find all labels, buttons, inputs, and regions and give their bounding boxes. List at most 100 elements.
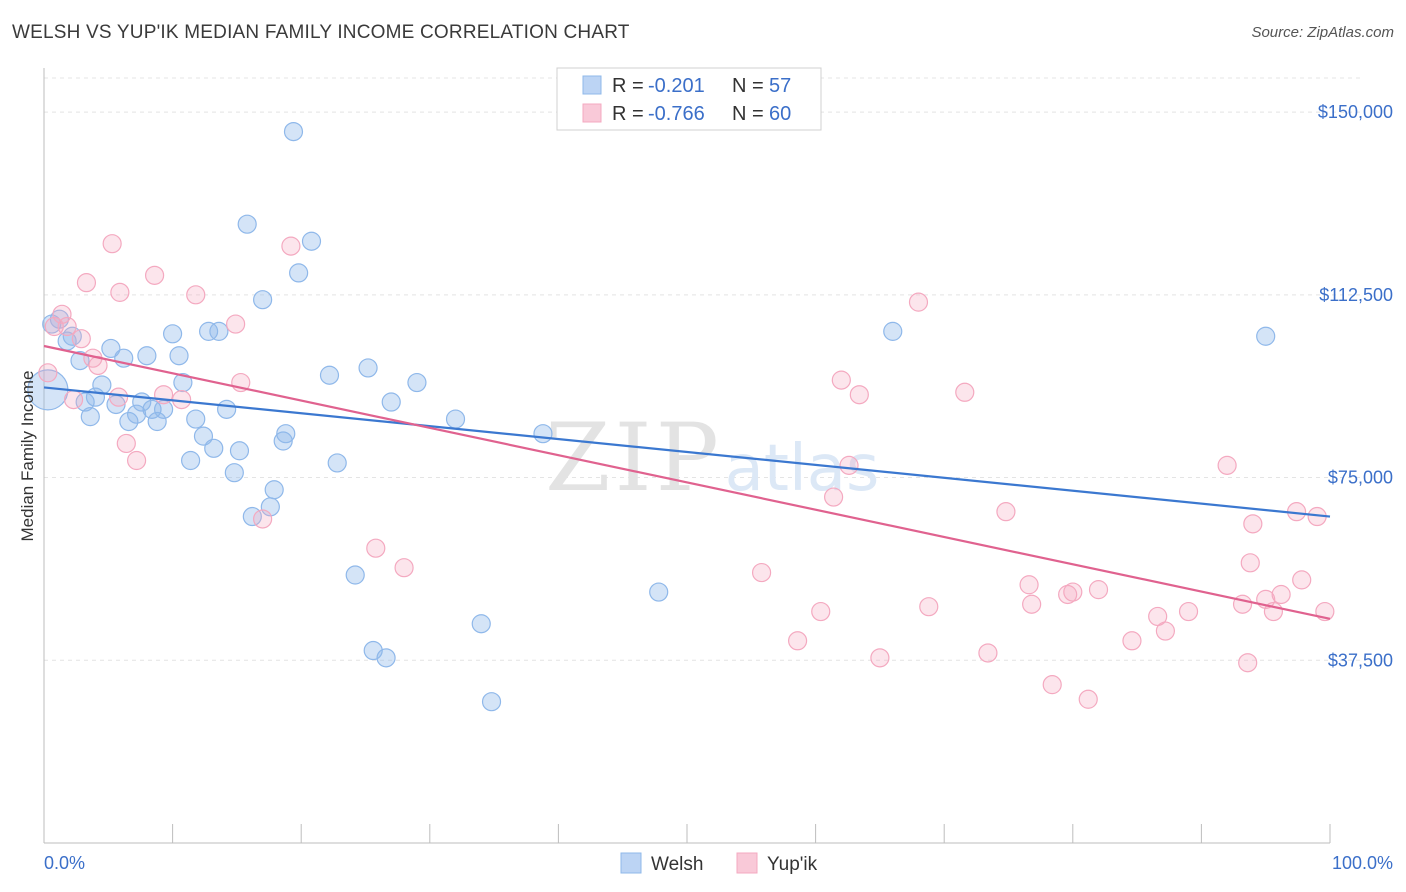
welsh-point-50 [471,614,491,634]
welsh-point-8 [92,375,112,395]
welsh-point-38 [283,121,304,142]
welsh-point-23 [186,409,206,429]
yupik-point-12 [116,433,136,454]
legend-n-welsh: 57 [769,75,791,97]
yupik-point-30 [849,385,869,405]
welsh-point-55 [1256,326,1276,346]
yupik-point-3 [57,316,77,337]
welsh-point-19 [163,324,183,344]
welsh-point-28 [217,399,237,419]
gridlines [44,77,1360,661]
yupik-point-37 [1019,575,1039,595]
yupik-point-39 [1042,675,1062,695]
yupik-point-5 [71,329,91,349]
welsh-point-49 [445,409,466,429]
yupik-point-4 [63,389,84,410]
legend-swatch-welsh [582,75,602,95]
welsh-point-31 [237,214,257,234]
y-tick-label-2: $112,500 [1319,285,1393,305]
x-tick-label-min: 0.0% [44,853,85,873]
yupik-point-25 [787,631,808,651]
yupik-point-52 [1243,514,1263,534]
legend-label-welsh: Welsh [651,854,703,875]
bottom-swatch-yupik [736,852,758,874]
welsh-point-40 [301,231,322,251]
yupik-point-22 [366,538,386,558]
welsh-point-26 [204,438,224,458]
yupik-point-9 [102,234,122,254]
yupik-point-31 [870,648,890,668]
yupik-point-33 [919,597,939,617]
yupik-point-20 [253,509,273,529]
welsh-point-47 [381,392,401,412]
yupik-point-35 [978,643,998,663]
yupik-point-26 [811,601,831,622]
welsh-point-52 [533,424,553,444]
yupik-point-34 [955,382,975,402]
yupik-point-43 [1088,580,1109,600]
welsh-trend-line [43,386,1331,518]
welsh-point-44 [358,358,378,378]
welsh-point-13 [126,404,147,424]
y-tick-labels: $37,500 $75,000 $112,500 $150,000 [1318,102,1393,670]
welsh-point-41 [319,365,340,385]
welsh-point-30 [229,441,250,461]
welsh-point-42 [327,453,347,473]
yupik-trend-line [43,344,1331,620]
yupik-point-24 [751,562,772,583]
yupik-point-55 [1271,584,1291,605]
yupik-point-38 [1022,594,1042,614]
yupik-point-41 [1063,582,1083,602]
yupik-point-50 [1238,653,1258,673]
welsh-point-54 [883,321,903,341]
legend-swatch-yupik [582,103,602,123]
welsh-point-25 [199,321,219,341]
welsh-point-36 [273,431,293,451]
bottom-swatch-welsh [620,852,642,874]
welsh-point-39 [289,263,309,283]
yupik-point-14 [144,265,165,285]
yupik-point-51 [1240,553,1260,573]
yupik-point-42 [1078,689,1098,709]
svg-text:N =: N = [732,75,764,97]
yupik-point-29 [839,455,859,475]
series-legend: Welsh Yup'ik [620,852,818,875]
welsh-point-53 [649,582,669,602]
welsh-point-16 [142,399,162,419]
yupik-point-2 [52,304,72,324]
yupik-point-44 [1122,631,1142,651]
yupik-point-17 [186,285,206,305]
welsh-point-46 [376,648,396,668]
welsh-point-35 [264,480,284,500]
welsh-point-43 [345,565,365,585]
welsh-point-37 [276,424,296,444]
yupik-point-28 [831,370,851,390]
welsh-point-22 [181,450,201,471]
axes [43,68,1331,844]
welsh-point-17 [147,411,167,432]
data-points [27,121,1335,712]
legend-r-welsh: -0.201 [648,75,705,97]
x-tick-label-max: 100.0% [1332,853,1393,873]
welsh-point-51 [481,692,502,712]
yupik-point-6 [76,273,97,293]
y-axis-label: Median Family Income [18,370,37,541]
yupik-point-13 [126,450,147,471]
yupik-point-32 [908,292,929,312]
yupik-point-10 [108,387,129,407]
welsh-point-6 [80,407,100,427]
welsh-point-12 [119,411,139,432]
legend-label-yupik: Yup'ik [767,854,818,875]
svg-text:R =: R = [612,103,644,125]
source-credit: Source: ZipAtlas.com [1251,24,1394,41]
welsh-point-29 [224,463,244,483]
yupik-point-57 [1292,570,1312,590]
yupik-point-23 [394,558,414,578]
yupik-point-40 [1058,584,1078,605]
y-tick-label-1: $75,000 [1328,468,1393,488]
yupik-point-48 [1217,455,1237,475]
yupik-point-21 [281,236,301,256]
trend-lines [43,344,1331,620]
yupik-point-27 [824,487,844,507]
